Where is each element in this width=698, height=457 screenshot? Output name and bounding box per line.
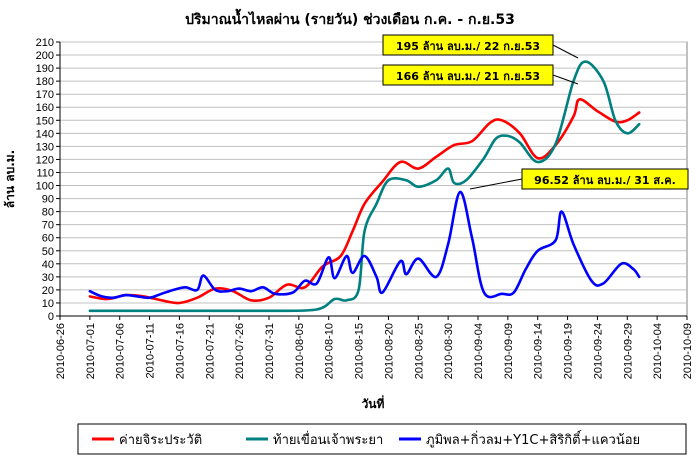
annotation-label-1: 166 ล้าน ลบ.ม./ 21 ก.ย.53 [396,70,540,83]
legend: ค่ายจิระประวัติ ท้ายเขื่อนเจ้าพระยา ภูมิพล… [77,423,687,455]
y-tick-label-11: 110 [36,167,54,179]
x-tick-label-7: 2010-07-31 [264,323,276,379]
x-tick-label-19: 2010-09-29 [622,323,634,379]
x-axis-label: วันที่ [362,395,385,411]
annotation-label-0: 195 ล้าน ลบ.ม./ 22 ก.ย.53 [396,40,540,53]
y-tick-label-0: 0 [48,311,54,323]
legend-label-2: ภูมิพล+กิ่วลม+Y1C+สิริกิติ์+แควน้อย [426,430,640,448]
x-tick-label-4: 2010-07-16 [174,323,186,379]
y-tick-label-1: 10 [42,298,54,310]
x-tick-label-6: 2010-07-26 [234,323,246,379]
x-tick-label-1: 2010-07-01 [85,323,97,379]
y-tick-label-2: 20 [42,285,54,297]
annotations: 195 ล้าน ลบ.ม./ 22 ก.ย.53 166 ล้าน ลบ.ม./… [382,34,689,190]
gridlines [60,41,687,304]
legend-label-0: ค่ายจิระประวัติ [119,433,202,448]
x-tick-label-14: 2010-09-04 [473,323,485,379]
annotation-leader-1 [552,74,579,85]
series-line-0 [88,98,641,305]
y-tick-label-15: 150 [36,115,54,127]
y-tick-label-7: 70 [42,220,54,232]
series-line-2 [88,190,641,300]
chart-title: ปริมาณน้ำไหลผ่าน (รายวัน) ช่วงเดือน ก.ค.… [185,8,515,28]
y-tick-label-16: 160 [36,102,54,114]
y-tick-label-5: 50 [42,246,54,258]
x-tick-label-20: 2010-10-04 [652,323,664,379]
x-tick-label-17: 2010-09-19 [563,323,575,379]
y-tick-label-4: 40 [42,259,54,271]
y-tick-label-6: 60 [42,233,54,245]
legend-box [77,423,687,455]
annotation-box-1 [382,64,554,86]
y-tick-label-12: 120 [36,154,54,166]
x-tick-label-3: 2010-07-11 [145,323,157,378]
y-tick-label-14: 140 [36,128,54,140]
x-tick-label-13: 2010-08-30 [443,323,455,379]
x-tick-label-8: 2010-08-05 [294,323,306,379]
y-tick-label-13: 130 [36,141,54,153]
x-tick-label-10: 2010-08-15 [354,323,366,379]
x-tick-label-12: 2010-08-25 [413,323,425,379]
series-line-1 [88,60,641,313]
y-tick-label-17: 170 [36,89,54,101]
x-tick-label-2: 2010-07-06 [115,323,127,379]
x-tick-label-15: 2010-09-09 [503,323,515,379]
x-tick-label-11: 2010-08-20 [383,323,395,379]
y-axis-label: ล้าน ลบ.ม. [3,150,17,208]
x-axis-ticks: 2010-06-26 2010-07-01 2010-07-06 2010-07-11… [55,315,694,379]
x-tick-label-16: 2010-09-14 [533,323,545,379]
x-tick-label-0: 2010-06-26 [55,323,67,379]
y-tick-label-20: 200 [36,50,54,62]
y-tick-label-8: 80 [42,207,54,219]
y-tick-label-9: 90 [42,194,54,206]
y-tick-label-18: 180 [36,76,54,88]
y-tick-label-3: 30 [42,272,54,284]
legend-label-1: ท้ายเขื่อนเจ้าพระยา [273,431,383,448]
y-tick-label-21: 210 [36,37,54,49]
y-tick-label-19: 190 [36,63,54,75]
x-tick-label-18: 2010-09-24 [592,323,604,379]
annotation-label-2: 96.52 ล้าน ลบ.ม./ 31 ส.ค. [534,174,676,187]
x-tick-label-9: 2010-08-10 [324,323,336,379]
y-tick-label-10: 100 [36,181,54,193]
annotation-leader-2 [469,178,523,190]
series-lines [88,60,641,313]
annotation-box-2 [521,168,689,190]
x-tick-label-5: 2010-07-21 [204,323,216,379]
annotation-box-0 [382,34,554,56]
annotation-leader-0 [552,44,579,59]
x-tick-label-21: 2010-10-09 [682,323,694,379]
